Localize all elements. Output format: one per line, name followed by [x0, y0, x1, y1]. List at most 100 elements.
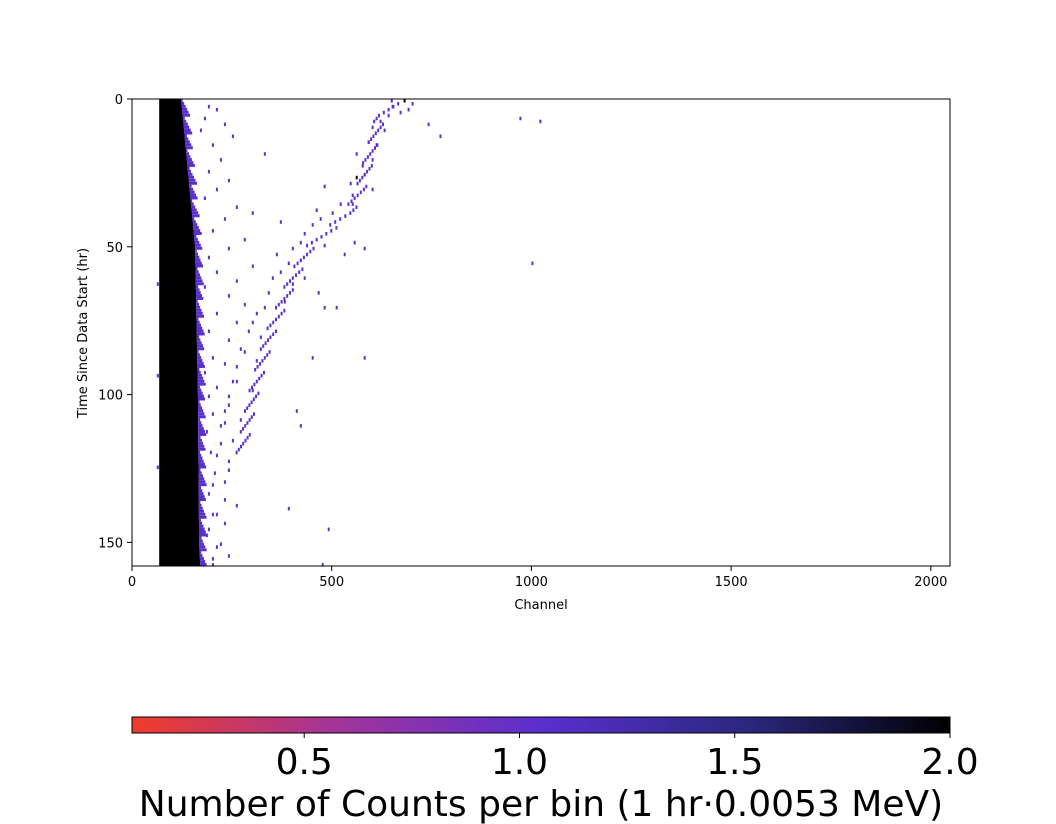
track-cell: [366, 169, 369, 174]
edge-cell: [198, 415, 206, 419]
edge-cell: [184, 137, 189, 141]
edge-cell: [195, 282, 204, 286]
sparse-cell: [219, 424, 222, 428]
sparse-cell: [371, 187, 374, 192]
sparse-cell: [317, 291, 320, 295]
edge-cell: [196, 305, 201, 309]
sparse-cell: [223, 521, 226, 526]
sparse-cell: [371, 158, 374, 162]
edge-cell: [197, 376, 204, 380]
sparse-cell: [235, 379, 238, 384]
sparse-cell: [323, 184, 326, 189]
colorbar-tick-label-1: 1.0: [491, 742, 548, 783]
edge-cell: [198, 403, 201, 407]
x-tick-label-0: 0: [128, 575, 136, 590]
edge-cell: [200, 560, 206, 564]
sparse-cell: [335, 305, 338, 310]
y-tick-label-3: 150: [98, 536, 123, 551]
track-cell: [312, 246, 315, 251]
sparse-cell: [207, 104, 210, 109]
track-cell: [329, 223, 332, 227]
edge-cell: [198, 465, 207, 469]
track-cell: [375, 116, 378, 121]
edge-cell: [193, 229, 201, 233]
track-cell: [253, 412, 255, 416]
edge-cell: [195, 267, 198, 271]
sparse-cell: [275, 252, 278, 257]
track-cell: [344, 214, 347, 218]
track-cell: [299, 258, 302, 263]
edge-cell: [198, 501, 201, 504]
track-cell: [306, 243, 309, 248]
edge-cell: [196, 335, 200, 339]
edge-cell: [198, 444, 205, 448]
sparse-cell: [531, 261, 534, 266]
edge-cell: [198, 427, 204, 431]
sparse-cell: [399, 110, 402, 115]
edge-cell: [196, 320, 200, 324]
edge-cell: [196, 300, 198, 303]
edge-cell: [197, 359, 203, 363]
sparse-cell: [239, 418, 242, 422]
track-cell: [248, 418, 251, 422]
track-cell: [379, 125, 382, 130]
track-cell: [339, 217, 342, 221]
edge-cell: [198, 503, 202, 507]
track-cell: [392, 104, 395, 109]
edge-cell: [195, 249, 197, 253]
track-cell: [255, 379, 258, 384]
track-cell: [362, 161, 365, 165]
sparse-cell: [215, 453, 218, 458]
edge-cell: [198, 495, 205, 499]
sparse-cell: [205, 533, 208, 538]
edge-cell: [198, 421, 202, 425]
sparse-cell: [295, 409, 298, 413]
edge-cell: [195, 273, 200, 277]
sparse-cell: [203, 285, 206, 289]
sparse-cell: [223, 421, 226, 425]
y-tick-label-0: 0: [115, 93, 123, 108]
sparse-cell: [263, 305, 266, 310]
track-cell: [244, 438, 247, 443]
sparse-cell: [215, 270, 218, 274]
sparse-cell: [235, 279, 238, 283]
sparse-cell: [211, 563, 214, 567]
edge-cell: [198, 418, 201, 422]
track-cell: [264, 341, 267, 345]
sparse-cell: [303, 232, 306, 236]
sparse-cell: [279, 220, 282, 224]
edge-cell: [185, 149, 188, 153]
edge-cell: [198, 492, 204, 496]
sparse-cell: [199, 128, 202, 133]
sparse-cell: [215, 512, 218, 517]
edge-cell: [183, 119, 187, 123]
track-cell: [259, 347, 262, 351]
track-cell: [369, 152, 372, 156]
sparse-cell: [207, 255, 210, 260]
edge-cell: [198, 515, 207, 519]
edge-cell: [195, 252, 198, 256]
edge-cell: [188, 175, 194, 179]
track-cell: [280, 311, 283, 316]
track-cell: [246, 421, 249, 425]
edge-cell: [198, 409, 204, 413]
edge-cell: [194, 240, 200, 244]
track-cell: [242, 441, 245, 446]
track-cell: [364, 158, 367, 162]
track-cell: [368, 167, 371, 171]
edge-cell: [198, 406, 202, 410]
edge-cell: [197, 379, 205, 383]
edge-cell: [199, 542, 204, 546]
track-cell: [390, 99, 393, 103]
edge-cell: [198, 441, 204, 445]
edge-cell: [188, 178, 196, 182]
sparse-cell: [351, 202, 354, 206]
edge-cell: [195, 276, 202, 280]
sparse-cell: [363, 246, 366, 251]
sparse-cell: [231, 379, 234, 384]
track-cell: [378, 113, 380, 118]
sparse-cell: [299, 424, 302, 428]
track-cell: [350, 199, 353, 204]
sparse-cell: [251, 388, 254, 393]
edge-cell: [190, 196, 198, 200]
